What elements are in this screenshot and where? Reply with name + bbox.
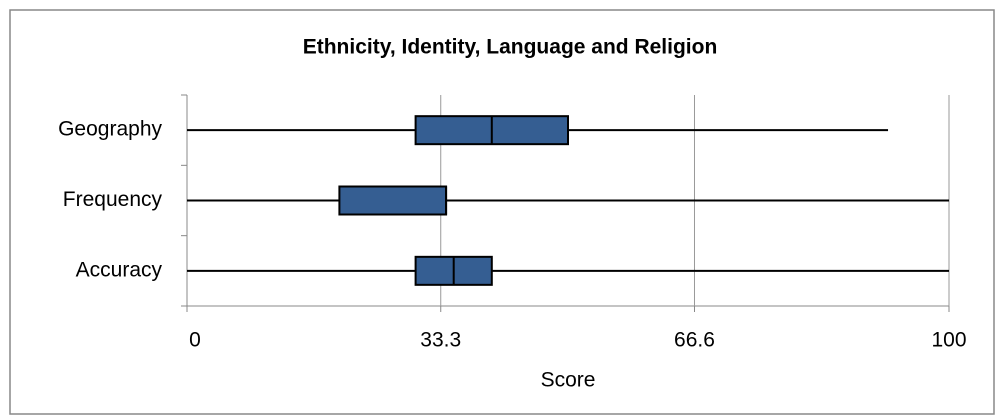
x-tick-label: 66.6 xyxy=(674,329,715,352)
category-label: Frequency xyxy=(63,188,163,211)
category-label: Geography xyxy=(58,118,162,141)
chart-frame xyxy=(9,9,995,415)
x-axis-label: Score xyxy=(541,369,596,392)
chart-title: Ethnicity, Identity, Language and Religi… xyxy=(303,36,718,59)
x-tick-label: 33.3 xyxy=(420,329,461,352)
box xyxy=(338,185,448,216)
x-tick-label: 0 xyxy=(189,329,201,352)
x-tick-label: 100 xyxy=(931,329,966,352)
category-label: Accuracy xyxy=(76,258,163,281)
